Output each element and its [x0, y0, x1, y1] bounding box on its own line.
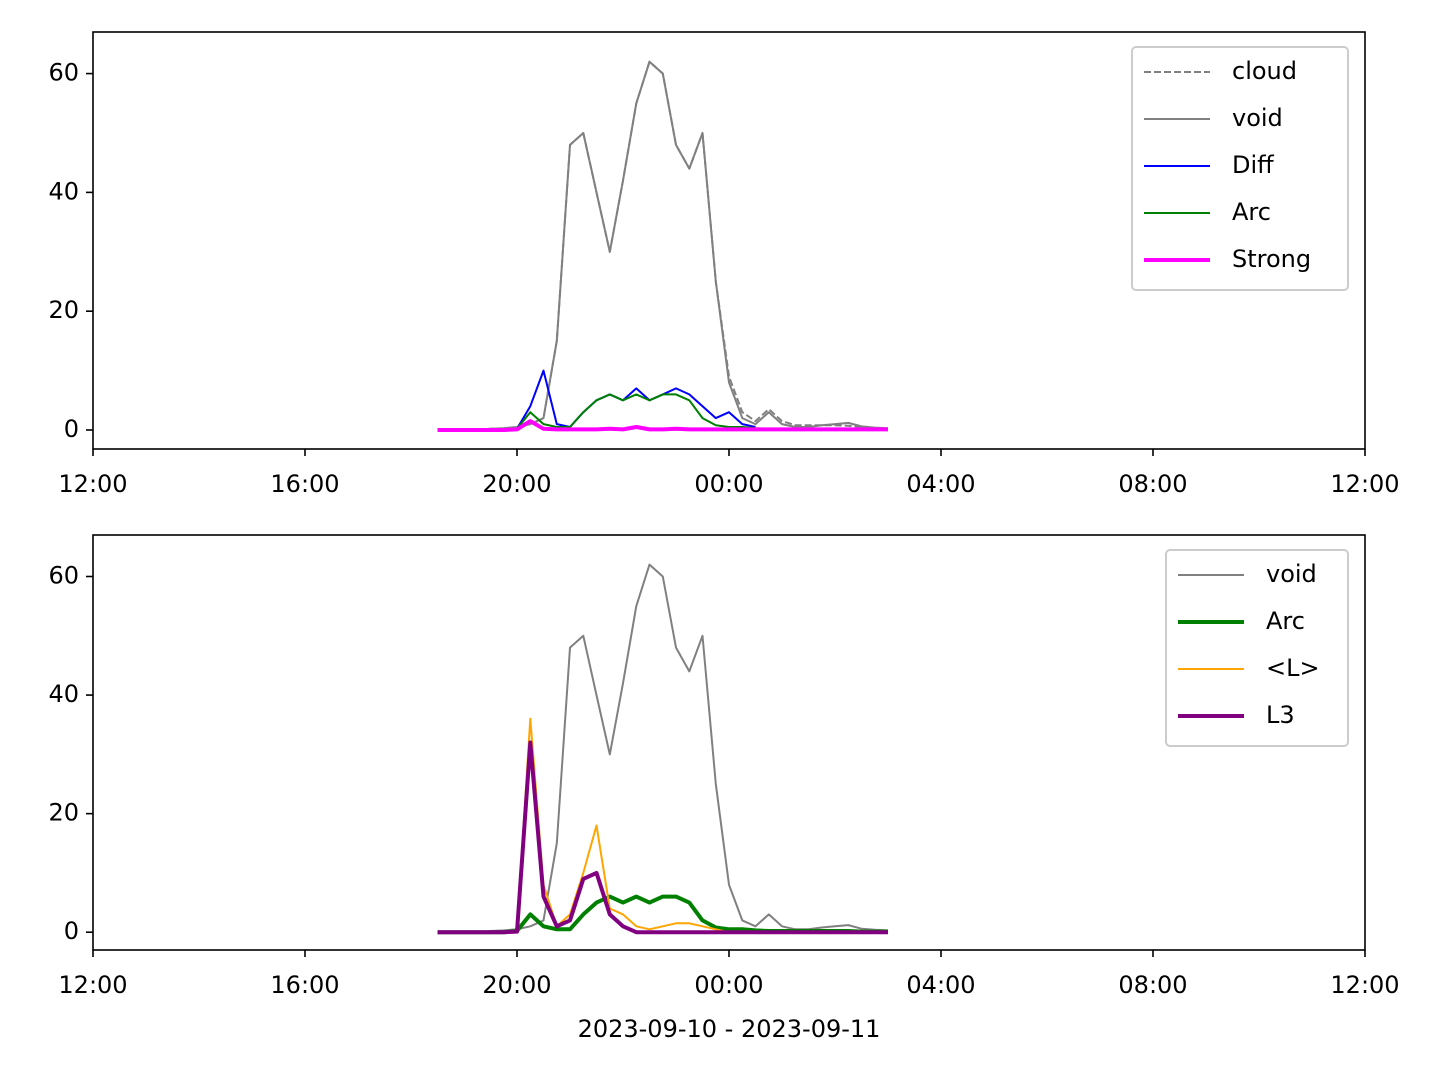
- x-tick-label: 12:00: [58, 971, 127, 999]
- x-tick-label: 04:00: [906, 971, 975, 999]
- legend-label: Diff: [1232, 151, 1274, 179]
- series-line: [437, 717, 888, 934]
- y-tick-label: 0: [64, 917, 79, 945]
- x-tick-label: 08:00: [1118, 971, 1187, 999]
- legend-label: void: [1266, 560, 1317, 588]
- series-line: [437, 740, 888, 935]
- x-tick-label: 16:00: [270, 470, 339, 498]
- legend-box: [1131, 46, 1349, 291]
- x-tick-label: 12:00: [58, 470, 127, 498]
- x-tick-label: 00:00: [694, 470, 763, 498]
- x-tick-label: 12:00: [1330, 971, 1399, 999]
- x-tick-label: 12:00: [1330, 470, 1399, 498]
- y-tick-label: 60: [48, 59, 79, 87]
- x-tick-label: 16:00: [270, 971, 339, 999]
- y-tick-label: 0: [64, 415, 79, 443]
- y-tick-label: 40: [48, 177, 79, 205]
- x-tick-label: 08:00: [1118, 470, 1187, 498]
- x-tick-label: 20:00: [482, 470, 551, 498]
- legend-label: Strong: [1232, 245, 1311, 273]
- legend-label: void: [1232, 104, 1283, 132]
- y-tick-label: 40: [48, 680, 79, 708]
- x-tick-label: 20:00: [482, 971, 551, 999]
- legend-label: <L>: [1266, 654, 1320, 682]
- y-tick-label: 60: [48, 562, 79, 590]
- legend-box: [1165, 549, 1349, 747]
- legend-label: Arc: [1266, 607, 1305, 635]
- series-line: [437, 60, 889, 431]
- series-line: [437, 60, 889, 431]
- y-tick-label: 20: [48, 799, 79, 827]
- x-tick-label: 00:00: [694, 971, 763, 999]
- legend-label: cloud: [1232, 57, 1297, 85]
- series-line: [437, 419, 888, 432]
- x-tick-label: 04:00: [906, 470, 975, 498]
- y-tick-label: 20: [48, 296, 79, 324]
- legend-label: Arc: [1232, 198, 1271, 226]
- x-axis-label: 2023-09-10 - 2023-09-11: [578, 1015, 881, 1043]
- legend-label: L3: [1266, 701, 1295, 729]
- series-line: [437, 563, 889, 934]
